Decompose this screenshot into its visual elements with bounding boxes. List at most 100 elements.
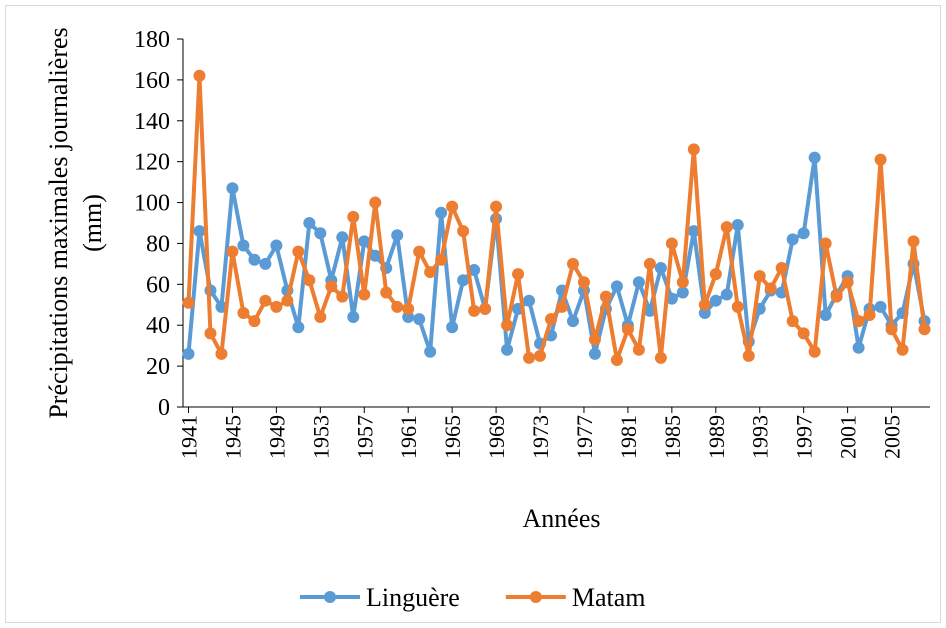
point xyxy=(226,182,239,195)
point xyxy=(654,351,667,364)
point xyxy=(566,315,579,328)
point xyxy=(501,319,514,332)
point xyxy=(731,219,744,232)
point xyxy=(358,235,371,248)
point xyxy=(347,210,360,223)
x-tick-label: 1965 xyxy=(440,415,465,459)
y-tick-label: 100 xyxy=(134,191,170,217)
x-tick-label: 1981 xyxy=(616,415,641,459)
point xyxy=(577,276,590,289)
point xyxy=(369,249,382,262)
y-tick-label: 0 xyxy=(158,395,170,421)
point xyxy=(314,227,327,240)
point xyxy=(566,257,579,270)
point xyxy=(753,270,766,283)
x-tick-label: 1957 xyxy=(352,415,377,459)
point xyxy=(182,296,195,309)
legend-item: Linguère xyxy=(300,583,460,612)
point xyxy=(632,343,645,356)
x-tick-label: 1941 xyxy=(176,415,201,459)
point xyxy=(841,276,854,289)
point xyxy=(193,225,206,238)
point xyxy=(435,253,448,266)
point xyxy=(775,261,788,274)
point xyxy=(336,231,349,244)
point xyxy=(852,315,865,328)
point xyxy=(468,264,481,277)
point xyxy=(281,294,294,307)
point xyxy=(786,233,799,246)
y-tick-label: 80 xyxy=(146,231,170,257)
point xyxy=(391,229,404,242)
y-tick-label: 120 xyxy=(134,150,170,176)
x-tick-label: 1961 xyxy=(396,415,421,459)
point xyxy=(424,266,437,279)
point xyxy=(446,200,459,213)
point xyxy=(599,290,612,303)
point xyxy=(248,315,261,328)
point xyxy=(632,276,645,289)
y-tick-label: 40 xyxy=(146,313,170,339)
point xyxy=(885,323,898,336)
point xyxy=(621,323,634,336)
point xyxy=(490,200,503,213)
point xyxy=(270,300,283,313)
y-tick-label: 180 xyxy=(134,27,170,53)
point xyxy=(226,245,239,258)
point xyxy=(555,300,568,313)
point xyxy=(918,323,931,336)
y-axis-title: Précipitations maximales journalières xyxy=(44,27,73,418)
point xyxy=(797,327,810,340)
point xyxy=(347,311,360,324)
point xyxy=(380,286,393,299)
point xyxy=(643,257,656,270)
point xyxy=(852,341,865,354)
point xyxy=(193,69,206,82)
point xyxy=(292,321,305,334)
point xyxy=(479,302,492,315)
point xyxy=(709,294,722,307)
point xyxy=(863,309,876,321)
point xyxy=(391,300,404,313)
x-tick-label: 1973 xyxy=(528,415,553,459)
point xyxy=(413,245,426,258)
legend-marker xyxy=(529,591,542,603)
point xyxy=(314,311,327,324)
point xyxy=(204,327,217,340)
point xyxy=(874,300,887,313)
y-tick-label: 20 xyxy=(146,354,170,380)
point xyxy=(709,268,722,281)
point xyxy=(610,280,623,293)
legend-item: Matam xyxy=(505,583,646,612)
y-tick-label: 140 xyxy=(134,109,170,135)
point xyxy=(654,261,667,274)
point xyxy=(457,225,470,238)
point xyxy=(720,221,733,234)
y-axis-title: (mm) xyxy=(78,194,107,252)
x-tick-label: 1993 xyxy=(748,415,773,459)
point xyxy=(336,290,349,303)
point xyxy=(369,196,382,209)
point xyxy=(896,343,909,356)
point xyxy=(468,304,481,317)
legend-label: Linguère xyxy=(366,583,460,612)
point xyxy=(501,343,514,356)
point xyxy=(424,345,437,358)
point xyxy=(720,288,733,301)
point xyxy=(325,280,338,293)
point xyxy=(830,290,843,303)
point xyxy=(588,333,601,346)
y-tick-label: 60 xyxy=(146,272,170,298)
point xyxy=(819,309,832,321)
point xyxy=(523,351,536,364)
point xyxy=(545,313,558,326)
point xyxy=(215,347,228,360)
point xyxy=(665,237,678,250)
x-tick-label: 1989 xyxy=(704,415,729,459)
x-tick-label: 1997 xyxy=(792,415,817,459)
x-tick-label: 2001 xyxy=(836,415,861,459)
point xyxy=(534,349,547,362)
point xyxy=(413,313,426,326)
x-tick-label: 1977 xyxy=(572,415,597,459)
point xyxy=(237,239,250,252)
